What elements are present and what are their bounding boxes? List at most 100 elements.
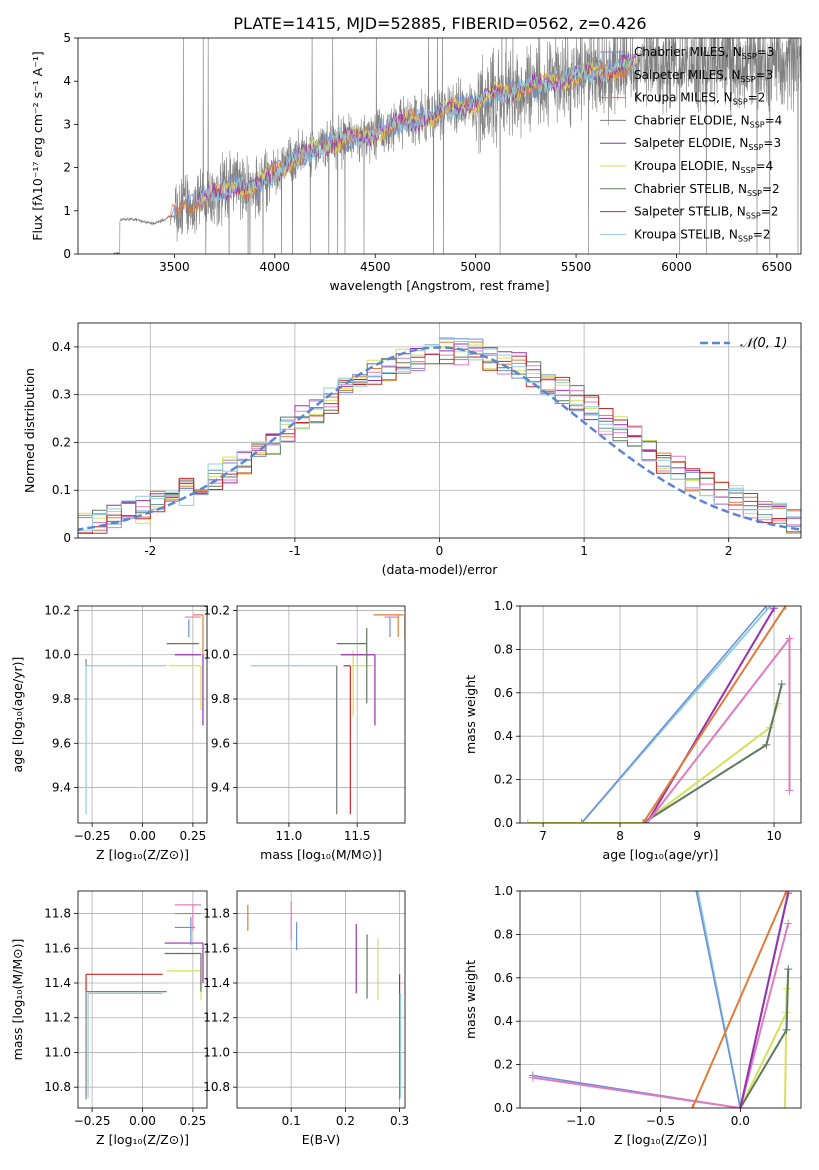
weight-line bbox=[695, 891, 742, 1108]
axes-frame bbox=[77, 322, 802, 539]
x-tick-label: 0 bbox=[436, 544, 444, 558]
x-axis-label: Z [log₁₀(Z/Z⊙)] bbox=[614, 1132, 707, 1147]
x-tick-label: −0.25 bbox=[74, 829, 111, 843]
y-tick-label: 0.2 bbox=[494, 773, 513, 787]
y-tick-label: 11.4 bbox=[203, 976, 230, 990]
x-tick-label: 2 bbox=[725, 544, 733, 558]
y-tick-label: 0.8 bbox=[494, 927, 513, 941]
panel-mass_vs_ebv: 0.1 0.2 0.3 10.8 11.0 11.2 11.4 11.6 11.8 E(B-V) bbox=[203, 890, 409, 1147]
panel-mass_vs_Z: −0.25 0.00 0.25 10.8 11.0 11.2 11.4 11.6 11.8 Z [… bbox=[10, 890, 208, 1147]
x-tick-label: 0.2 bbox=[336, 1114, 355, 1128]
model-line bbox=[198, 55, 637, 204]
y-axis-label: mass weight bbox=[463, 675, 478, 754]
x-tick-label: 6000 bbox=[661, 260, 692, 274]
plot-area-age_vs_mass bbox=[237, 606, 405, 823]
y-tick-label: 0.8 bbox=[494, 642, 513, 656]
x-tick-label: 0.25 bbox=[180, 829, 207, 843]
weight-line bbox=[739, 969, 790, 1108]
legend-entry: Chabrier MILES, NSSP=3 bbox=[634, 45, 774, 61]
y-tick-label: 11.0 bbox=[203, 1045, 230, 1059]
y-axis-label: mass [log₁₀(M/M⊙)] bbox=[10, 939, 25, 1061]
x-tick-label: 5500 bbox=[561, 260, 592, 274]
x-axis-label: (data-model)/error bbox=[382, 562, 499, 577]
legend-entry: Salpeter STELIB, NSSP=2 bbox=[634, 205, 778, 221]
legend-entry: Kroupa MILES, NSSP=2 bbox=[634, 91, 765, 107]
x-tick-label: 0.25 bbox=[180, 1114, 207, 1128]
weight-line bbox=[581, 606, 767, 823]
legend-entry: Chabrier STELIB, NSSP=2 bbox=[634, 182, 780, 198]
axes-frame bbox=[77, 890, 208, 1109]
y-tick-label: 1.0 bbox=[494, 884, 513, 898]
panel-massweight_vs_Z: −1.0 −0.5 0.0 0.0 0.2 0.4 0.6 0.8 1.0 Z [log₁₀(Z/… bbox=[463, 884, 802, 1147]
x-tick-label: 6500 bbox=[762, 260, 793, 274]
x-tick-label: 3500 bbox=[159, 260, 190, 274]
panel-residuals: -2 -1 0 1 2 0 0.1 0.2 0.3 0.4 (data-model)/error No… bbox=[22, 322, 802, 577]
x-axis-label: E(B-V) bbox=[302, 1132, 341, 1147]
weight-line bbox=[646, 607, 775, 823]
y-tick-label: 11.2 bbox=[203, 1011, 230, 1025]
y-tick-label: 11.6 bbox=[44, 941, 71, 955]
y-tick-label: 11.8 bbox=[203, 907, 230, 921]
x-tick-label: 0.1 bbox=[282, 1114, 301, 1128]
y-tick-label: 0.4 bbox=[494, 729, 513, 743]
y-tick-label: 10.8 bbox=[44, 1080, 71, 1094]
weight-line bbox=[739, 892, 790, 1108]
y-axis-label: Normed distribution bbox=[22, 368, 37, 493]
axes-frame bbox=[236, 890, 406, 1109]
y-tick-label: 10.8 bbox=[203, 1080, 230, 1094]
x-tick-label: -2 bbox=[144, 544, 156, 558]
y-tick-label: 9.8 bbox=[211, 692, 230, 706]
legend-entry: Salpeter MILES, NSSP=3 bbox=[634, 68, 773, 84]
weight-line bbox=[642, 606, 787, 823]
y-tick-label: 0 bbox=[63, 247, 71, 261]
axes-frame bbox=[236, 605, 406, 824]
y-tick-label: 2 bbox=[63, 161, 71, 175]
x-tick-label: -1 bbox=[289, 544, 301, 558]
panel-massweight_vs_age: 7 8 9 10 0.0 0.2 0.4 0.6 0.8 1.0 age [log₁₀(age/yr… bbox=[463, 599, 802, 862]
y-tick-label: 3 bbox=[63, 117, 71, 131]
axes-frame bbox=[519, 890, 802, 1109]
x-tick-label: −0.25 bbox=[74, 1114, 111, 1128]
axes-frame bbox=[77, 37, 802, 255]
plot-area-residuals bbox=[78, 323, 801, 538]
x-axis-label: wavelength [Angstrom, rest frame] bbox=[329, 278, 549, 293]
y-tick-label: 10.2 bbox=[44, 603, 71, 617]
legend: 𝒩(0, 1) bbox=[700, 336, 787, 351]
y-tick-label: 4 bbox=[63, 74, 71, 88]
x-axis-label: age [log₁₀(age/yr)] bbox=[603, 847, 719, 862]
y-tick-label: 10.2 bbox=[203, 603, 230, 617]
y-tick-label: 0 bbox=[63, 531, 71, 545]
x-tick-label: 4000 bbox=[260, 260, 291, 274]
legend-entry: Kroupa STELIB, NSSP=2 bbox=[634, 227, 771, 243]
y-tick-label: 0.6 bbox=[494, 686, 513, 700]
legend: Chabrier MILES, NSSP=3 Salpeter MILES, NS… bbox=[600, 45, 782, 243]
x-tick-label: 11.0 bbox=[276, 829, 303, 843]
y-tick-label: 9.4 bbox=[211, 781, 230, 795]
y-tick-label: 0.1 bbox=[52, 483, 71, 497]
y-tick-label: 0.3 bbox=[52, 388, 71, 402]
x-tick-label: 8 bbox=[616, 829, 624, 843]
x-tick-label: 0.00 bbox=[129, 829, 156, 843]
panel-age_vs_Z: −0.25 0.00 0.25 9.4 9.6 9.8 10.0 10.2 Z [log₁₀(Z… bbox=[10, 603, 208, 862]
plot-area-massweight_vs_Z bbox=[520, 891, 801, 1108]
axes-frame bbox=[519, 605, 802, 824]
y-tick-label: 11.6 bbox=[203, 941, 230, 955]
panel-spectrum: 3500 4000 4500 5000 5500 6000 6500 0 1 2 3 4 5 wavele… bbox=[30, 31, 802, 293]
y-tick-label: 9.6 bbox=[52, 736, 71, 750]
legend-entry: Chabrier ELODIE, NSSP=4 bbox=[634, 113, 782, 129]
y-tick-label: 10.0 bbox=[44, 648, 71, 662]
y-tick-label: 11.0 bbox=[44, 1045, 71, 1059]
x-tick-label: 0.0 bbox=[731, 1114, 750, 1128]
y-tick-label: 0.0 bbox=[494, 816, 513, 830]
x-tick-label: 1 bbox=[580, 544, 588, 558]
y-tick-label: 11.8 bbox=[44, 907, 71, 921]
weight-line bbox=[527, 703, 779, 823]
legend-entry: 𝒩(0, 1) bbox=[740, 336, 787, 351]
plot-area-mass_vs_ebv bbox=[237, 891, 405, 1108]
model-line bbox=[198, 55, 637, 212]
x-axis-label: Z [log₁₀(Z/Z⊙)] bbox=[96, 1132, 189, 1147]
y-tick-label: 9.4 bbox=[52, 781, 71, 795]
x-tick-label: 5000 bbox=[460, 260, 491, 274]
gaussian-curve bbox=[78, 346, 801, 531]
